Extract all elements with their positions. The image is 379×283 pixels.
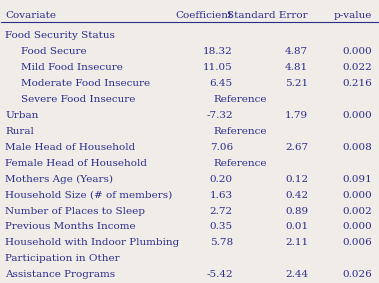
Text: 18.32: 18.32 bbox=[203, 47, 233, 56]
Text: 0.01: 0.01 bbox=[285, 222, 308, 231]
Text: 0.000: 0.000 bbox=[342, 47, 372, 56]
Text: Number of Places to Sleep: Number of Places to Sleep bbox=[5, 207, 145, 216]
Text: Female Head of Household: Female Head of Household bbox=[5, 159, 147, 168]
Text: 0.216: 0.216 bbox=[342, 79, 372, 88]
Text: Coefficient: Coefficient bbox=[175, 11, 233, 20]
Text: 0.42: 0.42 bbox=[285, 191, 308, 200]
Text: 0.89: 0.89 bbox=[285, 207, 308, 216]
Text: -7.32: -7.32 bbox=[206, 111, 233, 120]
Text: Household with Indoor Plumbing: Household with Indoor Plumbing bbox=[5, 238, 179, 247]
Text: 1.63: 1.63 bbox=[210, 191, 233, 200]
Text: 7.06: 7.06 bbox=[210, 143, 233, 152]
Text: Standard Error: Standard Error bbox=[227, 11, 308, 20]
Text: 2.11: 2.11 bbox=[285, 238, 308, 247]
Text: 4.87: 4.87 bbox=[285, 47, 308, 56]
Text: 0.022: 0.022 bbox=[342, 63, 372, 72]
Text: Participation in Other: Participation in Other bbox=[5, 254, 120, 263]
Text: Male Head of Household: Male Head of Household bbox=[5, 143, 135, 152]
Text: Food Secure: Food Secure bbox=[21, 47, 86, 56]
Text: Reference: Reference bbox=[214, 127, 268, 136]
Text: 2.44: 2.44 bbox=[285, 270, 308, 279]
Text: p-value: p-value bbox=[334, 11, 372, 20]
Text: Food Security Status: Food Security Status bbox=[5, 31, 115, 40]
Text: Assistance Programs: Assistance Programs bbox=[5, 270, 115, 279]
Text: Rural: Rural bbox=[5, 127, 34, 136]
Text: 0.002: 0.002 bbox=[342, 207, 372, 216]
Text: 0.12: 0.12 bbox=[285, 175, 308, 184]
Text: Reference: Reference bbox=[214, 95, 268, 104]
Text: 0.091: 0.091 bbox=[342, 175, 372, 184]
Text: 0.026: 0.026 bbox=[342, 270, 372, 279]
Text: Mothers Age (Years): Mothers Age (Years) bbox=[5, 175, 113, 184]
Text: 5.21: 5.21 bbox=[285, 79, 308, 88]
Text: 2.67: 2.67 bbox=[285, 143, 308, 152]
Text: 6.45: 6.45 bbox=[210, 79, 233, 88]
Text: Previous Months Income: Previous Months Income bbox=[5, 222, 136, 231]
Text: 0.008: 0.008 bbox=[342, 143, 372, 152]
Text: 4.81: 4.81 bbox=[285, 63, 308, 72]
Text: 0.000: 0.000 bbox=[342, 111, 372, 120]
Text: 2.72: 2.72 bbox=[210, 207, 233, 216]
Text: Urban: Urban bbox=[5, 111, 39, 120]
Text: 11.05: 11.05 bbox=[203, 63, 233, 72]
Text: 0.000: 0.000 bbox=[342, 191, 372, 200]
Text: Reference: Reference bbox=[214, 159, 268, 168]
Text: 1.79: 1.79 bbox=[285, 111, 308, 120]
Text: 5.78: 5.78 bbox=[210, 238, 233, 247]
Text: 0.000: 0.000 bbox=[342, 222, 372, 231]
Text: Mild Food Insecure: Mild Food Insecure bbox=[21, 63, 123, 72]
Text: 0.20: 0.20 bbox=[210, 175, 233, 184]
Text: Household Size (# of members): Household Size (# of members) bbox=[5, 191, 172, 200]
Text: -5.42: -5.42 bbox=[206, 270, 233, 279]
Text: Severe Food Insecure: Severe Food Insecure bbox=[21, 95, 135, 104]
Text: 0.006: 0.006 bbox=[342, 238, 372, 247]
Text: Moderate Food Insecure: Moderate Food Insecure bbox=[21, 79, 150, 88]
Text: Covariate: Covariate bbox=[5, 11, 56, 20]
Text: 0.35: 0.35 bbox=[210, 222, 233, 231]
